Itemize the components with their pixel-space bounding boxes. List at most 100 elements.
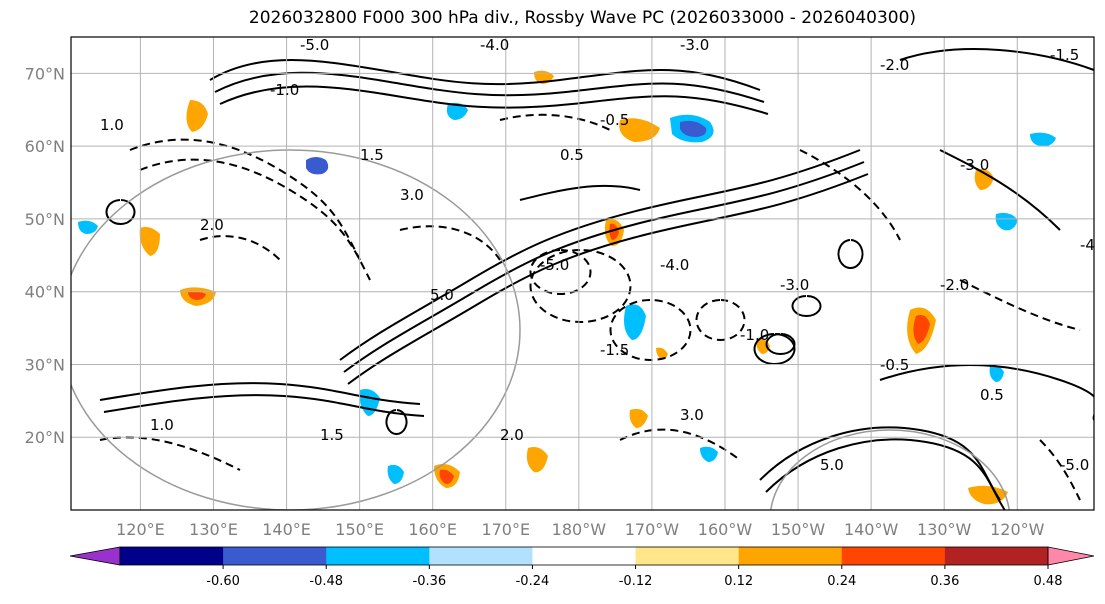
contour-value-label: 0.5 — [980, 386, 1004, 404]
colorbar-segment — [944, 547, 1049, 565]
contour-line — [765, 333, 796, 355]
map-frame — [70, 36, 1095, 511]
shade-patch — [989, 364, 1004, 382]
lat-tick-label: 40°N — [25, 283, 65, 302]
lat-tick-label: 60°N — [25, 137, 65, 156]
contour-value-label: 5.0 — [820, 456, 844, 474]
contour-line — [837, 239, 864, 269]
contour-value-label: 3.0 — [400, 186, 424, 204]
contour-value-label: -5.0 — [540, 256, 569, 274]
contour-value-labels: -5.0 -4.0 -3.0 -2.0 -1.5 -1.0 -0.5 0.5 1.0 1.5 2.0… — [100, 36, 1105, 474]
contour-line — [209, 59, 761, 91]
contour-line — [385, 409, 408, 435]
lon-tick-label: 150°W — [771, 520, 826, 539]
contour-value-label: 0.5 — [560, 146, 584, 164]
lon-tick-label: 170°E — [481, 520, 530, 539]
contour-line — [939, 149, 1061, 231]
contour-line — [139, 158, 371, 281]
contour-value-label: -0.5 — [880, 356, 909, 374]
lon-tick-label: 160°W — [698, 520, 753, 539]
contour-line — [129, 138, 361, 261]
colorbar-tick-label: -0.24 — [516, 574, 550, 589]
lat-tick-label: 20°N — [25, 428, 65, 447]
contour-line — [99, 436, 241, 471]
latitude-labels: 70°N 60°N 50°N 40°N 30°N 20°N — [25, 64, 65, 447]
shade-patch — [439, 469, 454, 484]
contour-value-label: -5.0 — [1060, 456, 1089, 474]
lon-tick-label: 180°W — [552, 520, 607, 539]
colorbar-tick-label: 0.12 — [724, 574, 753, 589]
lon-tick-label: 120°W — [990, 520, 1045, 539]
contour-line — [959, 279, 1081, 331]
lon-tick-label: 140°E — [262, 520, 311, 539]
contour-line — [214, 71, 765, 103]
contour-value-label: -2.0 — [940, 276, 969, 294]
contour-value-label: -2.0 — [880, 56, 909, 74]
colorbar: -0.60 -0.48 -0.36 -0.24 -0.12 0.12 0.24 0.36 0.4… — [69, 546, 1095, 589]
lon-tick-label: 140°W — [844, 520, 899, 539]
contour-value-label: 1.5 — [320, 426, 344, 444]
contour-value-label: -3.0 — [960, 156, 989, 174]
shade-patch — [609, 223, 619, 240]
colorbar-segment — [532, 547, 637, 565]
contour-value-label: 1.0 — [150, 416, 174, 434]
contour-line — [619, 428, 741, 461]
contour-value-label: 2.0 — [500, 426, 524, 444]
colorbar-tick-label: 0.36 — [930, 574, 959, 589]
colorbar-segment — [120, 547, 224, 565]
shade-patch — [700, 446, 718, 462]
contour-value-label: 2.0 — [200, 216, 224, 234]
shade-patch — [78, 220, 98, 234]
contour-value-label: -0.5 — [600, 111, 629, 129]
colorbar-extend-high — [1047, 546, 1095, 566]
contour-value-label: -5.0 — [300, 36, 329, 54]
colorbar-frame — [119, 546, 1049, 566]
divergence-contours — [99, 48, 1094, 510]
negative-contours — [99, 113, 1081, 501]
colorbar-tick-label: -0.60 — [206, 574, 240, 589]
shade-patch — [446, 102, 468, 120]
shade-patch — [680, 120, 707, 137]
contour-line — [219, 85, 769, 115]
colorbar-tick-label: -0.12 — [619, 574, 653, 589]
contour-value-label: -1.0 — [270, 81, 299, 99]
lon-tick-label: 120°E — [116, 520, 165, 539]
colorbar-tick-label: -0.48 — [309, 574, 343, 589]
shade-patch — [995, 212, 1018, 231]
lat-tick-label: 30°N — [25, 355, 65, 374]
contour-value-label: -3.0 — [680, 36, 709, 54]
contour-value-label: -1.0 — [740, 326, 769, 344]
map-gridlines — [71, 37, 1094, 510]
shade-patch — [619, 118, 660, 142]
lat-tick-label: 70°N — [25, 64, 65, 83]
contour-line — [529, 249, 632, 323]
shade-patch — [974, 169, 994, 190]
pc-shading — [78, 70, 1056, 505]
shade-patch — [188, 291, 206, 300]
shade-patch — [913, 315, 930, 344]
guide-circle — [71, 149, 521, 510]
lon-tick-label: 150°E — [335, 520, 384, 539]
colorbar-tick-label: 0.24 — [827, 574, 856, 589]
lon-tick-label: 130°E — [189, 520, 238, 539]
contour-line — [879, 364, 1094, 421]
contour-value-label: 1.0 — [100, 116, 124, 134]
contour-line — [759, 426, 1001, 501]
colorbar-segment — [429, 547, 533, 565]
shade-patch — [1030, 132, 1056, 147]
shade-patch — [656, 347, 668, 360]
contour-value-label: -4.0 — [1080, 236, 1105, 254]
shade-patch — [629, 408, 648, 428]
contour-line — [799, 149, 901, 241]
contour-line — [339, 149, 861, 361]
contour-line — [199, 235, 281, 261]
contour-line — [609, 299, 692, 361]
lon-tick-label: 170°W — [625, 520, 680, 539]
contour-value-label: -4.0 — [480, 36, 509, 54]
contour-line — [103, 394, 425, 417]
contour-line — [791, 295, 822, 317]
contour-line — [695, 299, 746, 341]
contour-value-label: -1.5 — [1050, 46, 1079, 64]
contour-line — [99, 382, 421, 405]
